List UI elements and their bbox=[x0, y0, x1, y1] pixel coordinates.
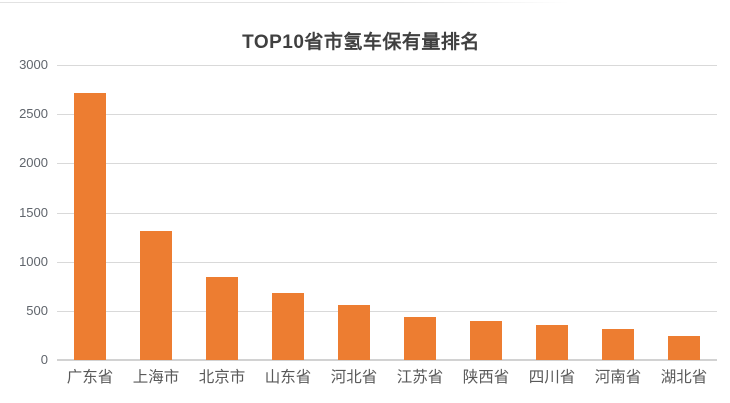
x-tick-label-北京市: 北京市 bbox=[198, 369, 246, 386]
x-tick-label-山东省: 山东省 bbox=[264, 369, 312, 386]
gridline-1500 bbox=[57, 212, 717, 214]
bar-江苏省 bbox=[404, 316, 436, 360]
y-tick-label-1000: 1000 bbox=[19, 253, 48, 269]
x-tick-label-上海市: 上海市 bbox=[132, 369, 180, 386]
bar-山东省 bbox=[272, 293, 304, 360]
bar-广东省 bbox=[74, 93, 106, 360]
y-tick-label-0: 0 bbox=[40, 352, 48, 367]
bar-北京市 bbox=[206, 276, 238, 360]
gridline-1000 bbox=[57, 261, 717, 263]
chart-title: TOP10省市氢车保有量排名 bbox=[242, 32, 480, 53]
x-tick-label-江苏省: 江苏省 bbox=[396, 369, 444, 386]
x-tick-label-四川省: 四川省 bbox=[528, 369, 576, 386]
y-tick-label-2000: 2000 bbox=[19, 155, 48, 171]
y-tick-label-3000: 3000 bbox=[19, 57, 48, 72]
bar-上海市 bbox=[140, 230, 172, 360]
x-tick-label-河南省: 河南省 bbox=[594, 369, 642, 386]
y-tick-label-2500: 2500 bbox=[19, 106, 48, 122]
x-tick-label-湖北省: 湖北省 bbox=[660, 369, 708, 386]
bar-四川省 bbox=[536, 324, 568, 360]
gridline-2000 bbox=[57, 163, 717, 165]
gridline-500 bbox=[57, 310, 717, 312]
y-tick-label-500: 500 bbox=[26, 302, 48, 318]
x-tick-label-广东省: 广东省 bbox=[66, 369, 114, 386]
bar-陕西省 bbox=[470, 321, 502, 360]
y-tick-label-1500: 1500 bbox=[19, 204, 48, 220]
x-tick-label-河北省: 河北省 bbox=[330, 369, 378, 386]
x-tick-label-陕西省: 陕西省 bbox=[462, 369, 510, 386]
bar-河北省 bbox=[338, 304, 370, 360]
x-axis-line bbox=[57, 359, 717, 361]
bar-河南省 bbox=[602, 329, 634, 360]
bar-湖北省 bbox=[668, 335, 700, 360]
plot-area bbox=[57, 65, 717, 361]
x-axis: 广东省 上海市 北京市 山东省 河北省 江苏省 陕西省 四川省 河南省 湖北省 bbox=[57, 367, 717, 393]
y-axis: 0 500 1000 1500 2000 2500 3000 bbox=[0, 0, 48, 403]
gridline-2500 bbox=[57, 114, 717, 116]
gridline-3000 bbox=[57, 65, 717, 66]
chart-top-border bbox=[0, 2, 730, 3]
